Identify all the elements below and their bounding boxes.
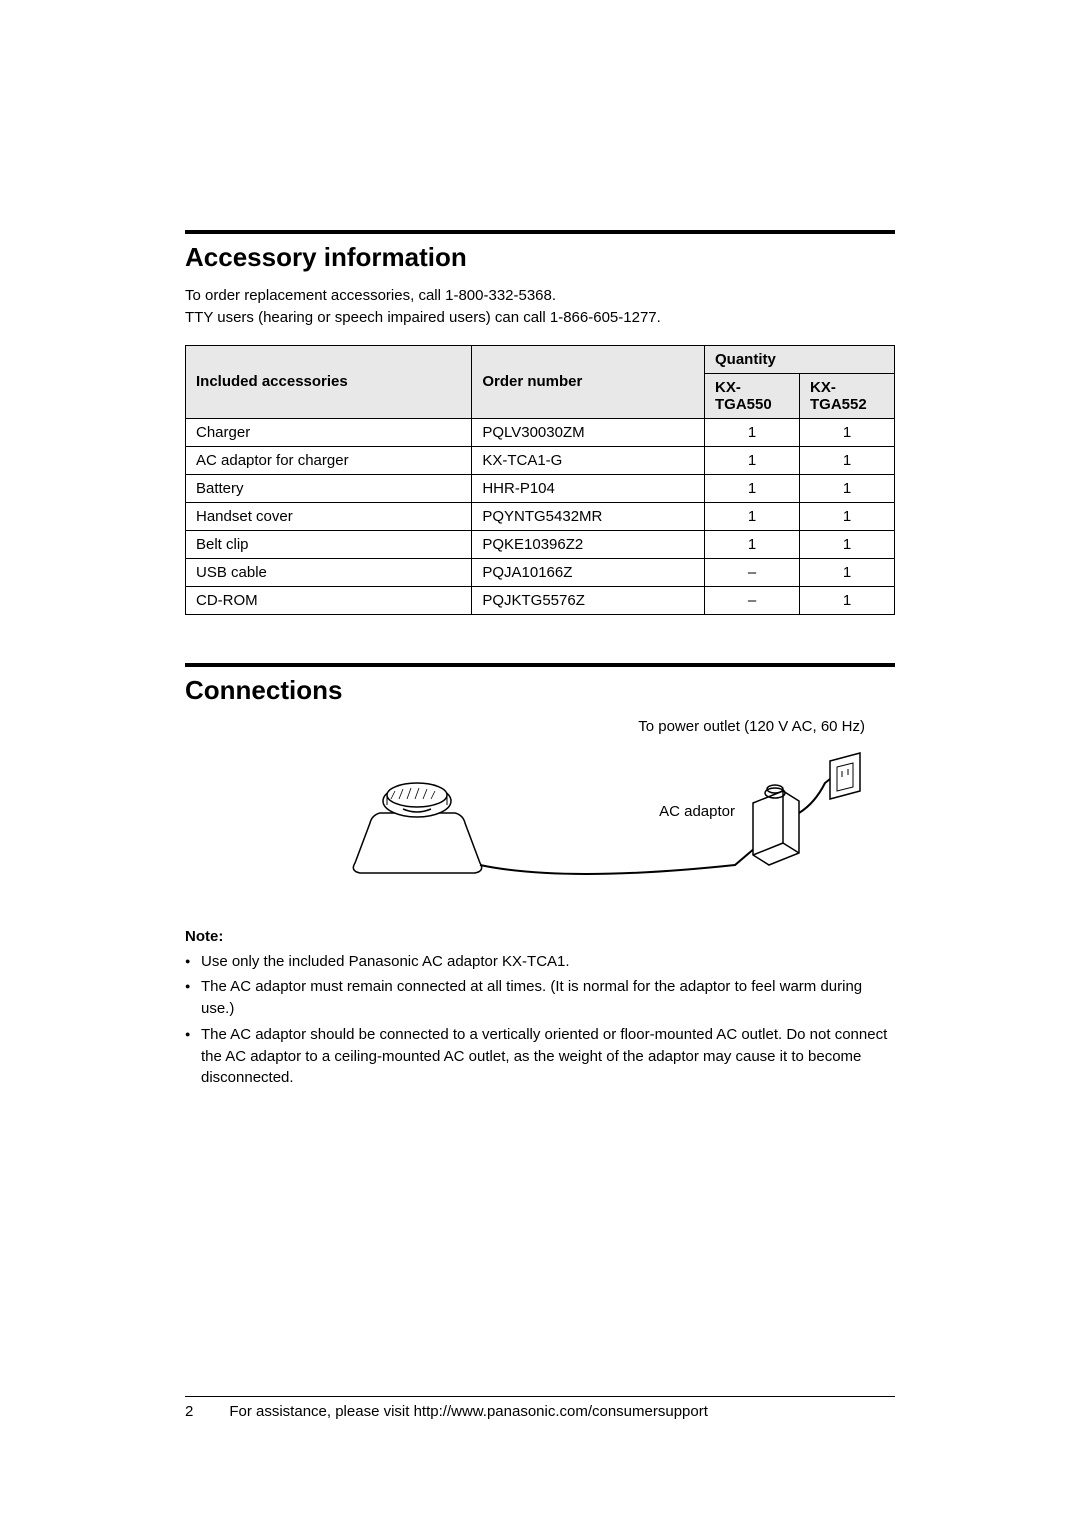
cell-name: Handset cover bbox=[186, 502, 472, 530]
outlet-caption: To power outlet (120 V AC, 60 Hz) bbox=[638, 718, 865, 735]
note-label: Note: bbox=[185, 928, 895, 945]
cell-order: PQJKTG5576Z bbox=[472, 586, 705, 614]
cell-qb: 1 bbox=[800, 558, 895, 586]
table-row: Battery HHR-P104 1 1 bbox=[186, 474, 895, 502]
notes-list: Use only the included Panasonic AC adapt… bbox=[185, 951, 895, 1090]
accessories-table: Included accessories Order number Quanti… bbox=[185, 345, 895, 615]
cell-qa: – bbox=[705, 586, 800, 614]
th-quantity: Quantity bbox=[705, 345, 895, 373]
cell-qa: 1 bbox=[705, 446, 800, 474]
cell-name: AC adaptor for charger bbox=[186, 446, 472, 474]
cell-order: PQKE10396Z2 bbox=[472, 530, 705, 558]
cell-qa: – bbox=[705, 558, 800, 586]
diagram-svg bbox=[315, 743, 875, 903]
table-row: USB cable PQJA10166Z – 1 bbox=[186, 558, 895, 586]
cell-order: HHR-P104 bbox=[472, 474, 705, 502]
page-footer: 2 For assistance, please visit http://ww… bbox=[185, 1396, 895, 1420]
cell-qb: 1 bbox=[800, 418, 895, 446]
cell-qb: 1 bbox=[800, 586, 895, 614]
cell-order: KX-TCA1-G bbox=[472, 446, 705, 474]
note-item: The AC adaptor should be connected to a … bbox=[185, 1024, 895, 1089]
connections-diagram: To power outlet (120 V AC, 60 Hz) AC ada… bbox=[185, 718, 895, 908]
cell-qa: 1 bbox=[705, 418, 800, 446]
cell-qb: 1 bbox=[800, 502, 895, 530]
cell-order: PQLV30030ZM bbox=[472, 418, 705, 446]
table-row: CD-ROM PQJKTG5576Z – 1 bbox=[186, 586, 895, 614]
intro-line-1: To order replacement accessories, call 1… bbox=[185, 287, 556, 304]
page-content: Accessory information To order replaceme… bbox=[0, 0, 1080, 1193]
note-item: The AC adaptor must remain connected at … bbox=[185, 976, 895, 1020]
th-order: Order number bbox=[472, 345, 705, 418]
cell-qa: 1 bbox=[705, 474, 800, 502]
cell-qb: 1 bbox=[800, 446, 895, 474]
connections-title: Connections bbox=[185, 675, 895, 706]
table-row: AC adaptor for charger KX-TCA1-G 1 1 bbox=[186, 446, 895, 474]
cell-name: Belt clip bbox=[186, 530, 472, 558]
th-accessories: Included accessories bbox=[186, 345, 472, 418]
cell-name: CD-ROM bbox=[186, 586, 472, 614]
cell-qa: 1 bbox=[705, 502, 800, 530]
accessory-info-title: Accessory information bbox=[185, 242, 895, 273]
cell-qb: 1 bbox=[800, 474, 895, 502]
section-rule-1 bbox=[185, 230, 895, 234]
cell-qa: 1 bbox=[705, 530, 800, 558]
page-number: 2 bbox=[185, 1403, 193, 1420]
footer-text: For assistance, please visit http://www.… bbox=[229, 1403, 708, 1420]
table-row: Charger PQLV30030ZM 1 1 bbox=[186, 418, 895, 446]
cell-name: Charger bbox=[186, 418, 472, 446]
th-model-b: KX-TGA552 bbox=[800, 373, 895, 418]
note-item: Use only the included Panasonic AC adapt… bbox=[185, 951, 895, 973]
cell-name: USB cable bbox=[186, 558, 472, 586]
cell-order: PQJA10166Z bbox=[472, 558, 705, 586]
th-model-a: KX-TGA550 bbox=[705, 373, 800, 418]
accessories-tbody: Charger PQLV30030ZM 1 1 AC adaptor for c… bbox=[186, 418, 895, 614]
accessory-intro-text: To order replacement accessories, call 1… bbox=[185, 285, 895, 329]
cell-name: Battery bbox=[186, 474, 472, 502]
cell-order: PQYNTG5432MR bbox=[472, 502, 705, 530]
cell-qb: 1 bbox=[800, 530, 895, 558]
intro-line-2: TTY users (hearing or speech impaired us… bbox=[185, 309, 661, 326]
table-row: Handset cover PQYNTG5432MR 1 1 bbox=[186, 502, 895, 530]
section-rule-2 bbox=[185, 663, 895, 667]
table-row: Belt clip PQKE10396Z2 1 1 bbox=[186, 530, 895, 558]
